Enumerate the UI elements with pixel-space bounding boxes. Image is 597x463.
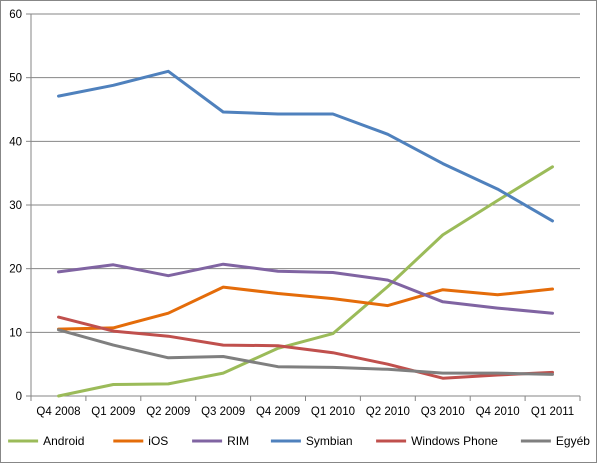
gridlines — [31, 13, 580, 333]
legend-label: Symbian — [306, 434, 353, 448]
x-tick-label: Q2 2010 — [366, 406, 410, 418]
legend-label: Egyéb — [556, 434, 590, 448]
series-line-windows-phone — [57, 315, 554, 380]
y-tick-label: 40 — [9, 136, 22, 148]
series-line-egy-b — [57, 328, 554, 376]
x-tick-label: Q1 2009 — [91, 406, 135, 418]
x-tick-label: Q4 2009 — [256, 406, 300, 418]
y-tick-label: 10 — [9, 327, 22, 339]
y-tick-label: 50 — [9, 73, 22, 85]
legend-label: Windows Phone — [411, 434, 498, 448]
series-line-android — [57, 165, 554, 398]
y-tick-label: 0 — [16, 391, 22, 403]
series-line-symbian — [57, 69, 554, 223]
x-tick-label: Q1 2010 — [311, 406, 355, 418]
legend-label: Android — [43, 434, 84, 448]
y-tick-label: 20 — [9, 264, 22, 276]
x-tick-label: Q3 2010 — [421, 406, 465, 418]
x-tick-label: Q4 2010 — [476, 406, 520, 418]
legend-label: iOS — [148, 434, 168, 448]
y-tick-label: 60 — [9, 9, 22, 21]
series-line-rim — [57, 262, 554, 315]
legend: Android iOS RIM Symbian Windows Phone Egyéb — [8, 434, 590, 448]
y-tick-labels: 0 10 20 30 40 50 60 — [9, 9, 22, 403]
series-line-ios — [57, 285, 554, 331]
x-tick-label: Q4 2008 — [36, 406, 80, 418]
x-tick-label: Q2 2009 — [146, 406, 190, 418]
x-tick-label: Q1 2011 — [531, 406, 574, 418]
x-tick-labels: Q4 2008 Q1 2009 Q2 2009 Q3 2009 Q4 2009 Q1 20… — [36, 406, 574, 418]
y-tick-label: 30 — [9, 200, 22, 212]
legend-label: RIM — [227, 434, 249, 448]
series-lines — [57, 69, 554, 398]
x-tick-label: Q3 2009 — [201, 406, 245, 418]
axes — [26, 13, 581, 401]
